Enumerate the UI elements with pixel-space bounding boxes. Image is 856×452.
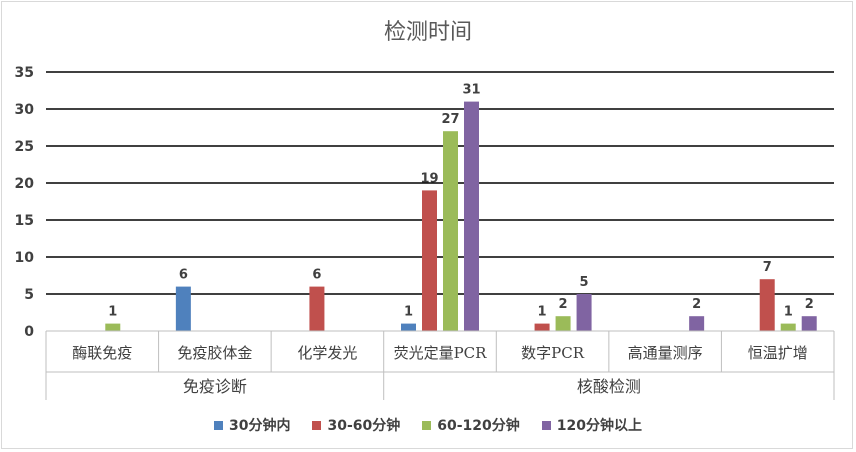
y-tick-label: 10 xyxy=(15,250,35,266)
data-label: 31 xyxy=(462,83,480,98)
data-label: 7 xyxy=(763,260,772,275)
bar xyxy=(534,323,550,331)
bar xyxy=(422,190,437,331)
data-label: 6 xyxy=(179,268,188,283)
legend-item: 60-120分钟 xyxy=(422,415,520,435)
data-label: 1 xyxy=(404,305,413,320)
y-tick-label: 5 xyxy=(24,287,34,303)
bar xyxy=(401,323,416,331)
data-label: 2 xyxy=(559,297,568,312)
x-category-label: 化学发光 xyxy=(297,344,357,362)
bar xyxy=(309,286,325,331)
y-tick-label: 35 xyxy=(15,65,34,81)
y-tick-label: 30 xyxy=(15,102,35,118)
legend-label: 30-60分钟 xyxy=(327,418,401,434)
legend-swatch xyxy=(422,420,432,430)
bar xyxy=(175,286,191,331)
data-label: 1 xyxy=(108,305,117,320)
y-tick-label: 15 xyxy=(15,213,34,229)
x-group-label: 核酸检测 xyxy=(577,377,641,396)
legend-item: 30分钟内 xyxy=(213,415,291,435)
x-group-label: 免疫诊断 xyxy=(183,377,247,396)
legend-label: 60-120分钟 xyxy=(437,418,520,434)
legend-swatch xyxy=(541,420,551,430)
legend-label: 30分钟内 xyxy=(228,418,291,434)
legend-swatch xyxy=(213,420,223,430)
bar xyxy=(443,131,458,331)
chart-title: 检测时间 xyxy=(383,20,472,45)
y-tick-label: 0 xyxy=(24,324,34,340)
data-label: 2 xyxy=(692,297,701,312)
bar xyxy=(105,323,121,331)
x-category-label: 酶联免疫 xyxy=(72,344,132,362)
legend-item: 30-60分钟 xyxy=(312,415,400,435)
bar xyxy=(759,279,775,331)
bar xyxy=(689,316,705,331)
data-label: 5 xyxy=(580,275,589,290)
x-category-label: 高通量测序 xyxy=(628,344,703,362)
data-label: 27 xyxy=(441,112,459,127)
bar xyxy=(780,323,796,331)
x-category-label: 恒温扩增 xyxy=(748,344,808,362)
data-label: 1 xyxy=(784,305,793,320)
x-category-label: 免疫胶体金 xyxy=(177,344,252,362)
x-category-label: 荧光定量PCR xyxy=(394,344,488,362)
legend-label: 120分钟以上 xyxy=(556,418,643,434)
data-label: 19 xyxy=(420,171,438,186)
chart-legend: 30分钟内 30-60分钟 60-120分钟 120分钟以上 xyxy=(0,415,856,435)
y-tick-label: 25 xyxy=(15,139,34,155)
y-tick-label: 20 xyxy=(15,176,35,192)
legend-swatch xyxy=(312,420,322,430)
bar xyxy=(576,294,592,331)
bar xyxy=(464,101,479,331)
bar xyxy=(555,316,571,331)
bar xyxy=(801,316,817,331)
data-label: 6 xyxy=(312,268,321,283)
x-category-label: 数字PCR xyxy=(521,344,585,362)
data-label: 1 xyxy=(538,305,547,320)
legend-item: 120分钟以上 xyxy=(541,415,643,435)
data-label: 2 xyxy=(805,297,814,312)
